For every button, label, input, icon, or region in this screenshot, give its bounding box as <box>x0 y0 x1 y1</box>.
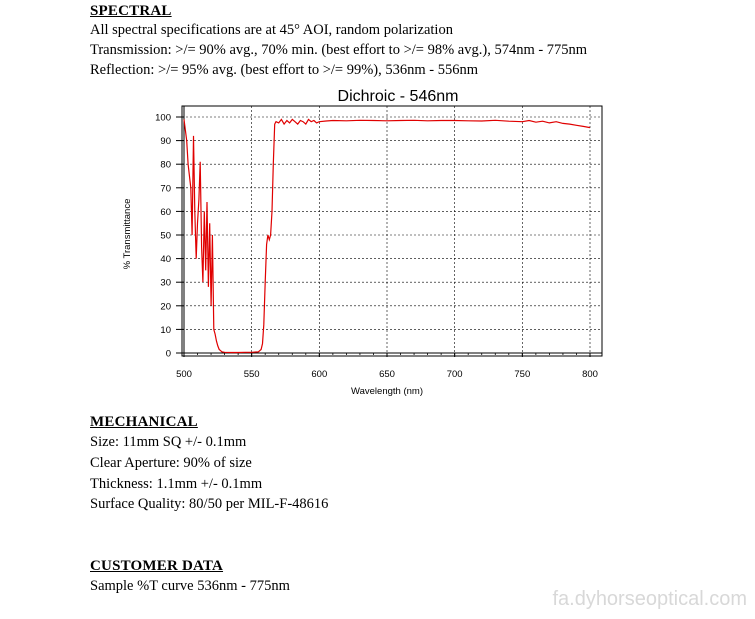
mechanical-surface-line: Surface Quality: 80/50 per MIL-F-48616 <box>90 496 329 512</box>
customer-sample-line: Sample %T curve 536nm - 775nm <box>90 578 290 594</box>
transmittance-curve <box>183 118 591 354</box>
y-tick-label: 30 <box>160 278 171 289</box>
x-tick-label: 500 <box>176 369 192 380</box>
spectral-reflection-line: Reflection: >/= 95% avg. (best effort to… <box>90 62 479 78</box>
y-axis-label: % Transmittance <box>122 199 133 270</box>
x-tick-label: 600 <box>311 369 327 380</box>
y-tick-label: 10 <box>160 325 171 336</box>
y-tick-label: 20 <box>160 301 171 312</box>
mechanical-size-line: Size: 11mm SQ +/- 0.1mm <box>90 434 247 450</box>
x-tick-label: 750 <box>514 369 530 380</box>
x-tick-label: 650 <box>379 369 395 380</box>
y-tick-label: 0 <box>166 349 171 360</box>
y-tick-label: 70 <box>160 183 171 194</box>
y-tick-label: 90 <box>160 136 171 147</box>
chart-grid <box>182 106 602 356</box>
y-tick-label: 80 <box>160 160 171 171</box>
plot-frame <box>181 105 603 357</box>
x-axis-label: Wavelength (nm) <box>351 386 423 397</box>
spectral-transmission-line: Transmission: >/= 90% avg., 70% min. (be… <box>90 42 588 58</box>
y-tick-label: 40 <box>160 254 171 265</box>
spectral-aoi-line: All spectral specifications are at 45° A… <box>90 22 453 38</box>
x-tick-label: 800 <box>582 369 598 380</box>
watermark: fa.dyhorseoptical.com <box>552 588 747 610</box>
x-tick-label: 700 <box>447 369 463 380</box>
spectral-heading: SPECTRAL <box>90 3 172 19</box>
mechanical-heading: MECHANICAL <box>90 414 198 430</box>
y-tick-label: 100 <box>155 113 171 124</box>
chart-title: Dichroic - 546nm <box>338 88 459 105</box>
chart-ticks: 500 550 600 650 700 750 800 0 10 20 30 40 50 60 70 80 90… <box>155 106 602 380</box>
y-tick-label: 50 <box>160 231 171 242</box>
mechanical-thickness-line: Thickness: 1.1mm +/- 0.1mm <box>90 476 263 492</box>
y-tick-label: 60 <box>160 207 171 218</box>
mechanical-aperture-line: Clear Aperture: 90% of size <box>90 455 252 471</box>
x-tick-label: 550 <box>244 369 260 380</box>
customer-heading: CUSTOMER DATA <box>90 558 224 574</box>
